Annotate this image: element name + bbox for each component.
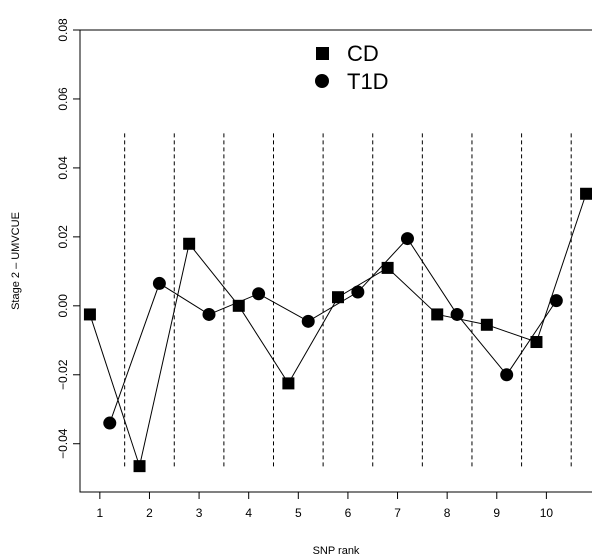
x-tick-label: 10 bbox=[540, 506, 554, 520]
y-tick-label: −0.02 bbox=[56, 359, 70, 390]
x-tick-label: 9 bbox=[493, 506, 500, 520]
data-point-t1d bbox=[252, 287, 266, 301]
data-point-t1d bbox=[103, 416, 117, 430]
x-axis: 123456789101 bbox=[97, 492, 554, 520]
data-point-t1d bbox=[351, 285, 365, 299]
data-point-cd bbox=[83, 308, 96, 321]
y-tick-label: 0.08 bbox=[56, 18, 70, 42]
plot-frame bbox=[79, 29, 592, 493]
y-tick-label: 0.06 bbox=[56, 87, 70, 111]
y-tick-label: −0.04 bbox=[56, 428, 70, 459]
x-tick-label: 1 bbox=[97, 506, 104, 520]
legend-cd-label: CD bbox=[347, 41, 379, 66]
x-tick-label: 8 bbox=[444, 506, 451, 520]
y-tick-label: 0.04 bbox=[56, 156, 70, 180]
data-point-t1d bbox=[301, 314, 315, 328]
x-tick-label: 3 bbox=[196, 506, 203, 520]
data-point-cd bbox=[133, 460, 146, 473]
rank-separators bbox=[124, 133, 572, 468]
data-point-cd bbox=[282, 377, 295, 390]
data-point-cd bbox=[232, 299, 245, 312]
y-axis: −0.04 −0.02 0.00 0.02 0.04 0.06 0.08 bbox=[56, 18, 80, 459]
data-point-t1d bbox=[202, 307, 216, 321]
data-point-cd bbox=[332, 291, 344, 304]
series-lines bbox=[89, 193, 587, 469]
y-axis-title: Stage 2 – UMVCUE bbox=[10, 212, 22, 310]
y-tick-label: 0.02 bbox=[56, 225, 70, 249]
data-point-t1d bbox=[500, 368, 514, 382]
data-point-t1d bbox=[450, 307, 464, 321]
data-point-t1d bbox=[549, 294, 563, 308]
x-tick-label: 2 bbox=[146, 506, 153, 520]
data-point-t1d bbox=[400, 232, 414, 246]
data-point-t1d bbox=[152, 276, 166, 290]
series-line-t1d bbox=[109, 237, 557, 424]
legend-cd-marker bbox=[316, 47, 329, 60]
x-tick-label: 7 bbox=[394, 506, 401, 520]
x-tick-label: 6 bbox=[345, 506, 352, 520]
x-tick-label: 5 bbox=[295, 506, 302, 520]
x-axis-title: SNP rank bbox=[313, 545, 360, 557]
data-point-cd bbox=[580, 187, 592, 200]
data-point-cd bbox=[183, 237, 196, 250]
data-point-cd bbox=[431, 308, 444, 321]
data-point-cd bbox=[530, 336, 543, 349]
series-markers bbox=[83, 187, 592, 473]
legend-t1d-marker bbox=[315, 74, 329, 88]
legend: CD T1D bbox=[315, 41, 389, 94]
series-line-cd bbox=[89, 193, 587, 469]
y-tick-label: 0.00 bbox=[56, 294, 70, 318]
data-point-cd bbox=[480, 318, 493, 331]
x-tick-label: 4 bbox=[245, 506, 252, 520]
data-point-cd bbox=[381, 261, 394, 274]
legend-t1d-label: T1D bbox=[347, 69, 389, 94]
